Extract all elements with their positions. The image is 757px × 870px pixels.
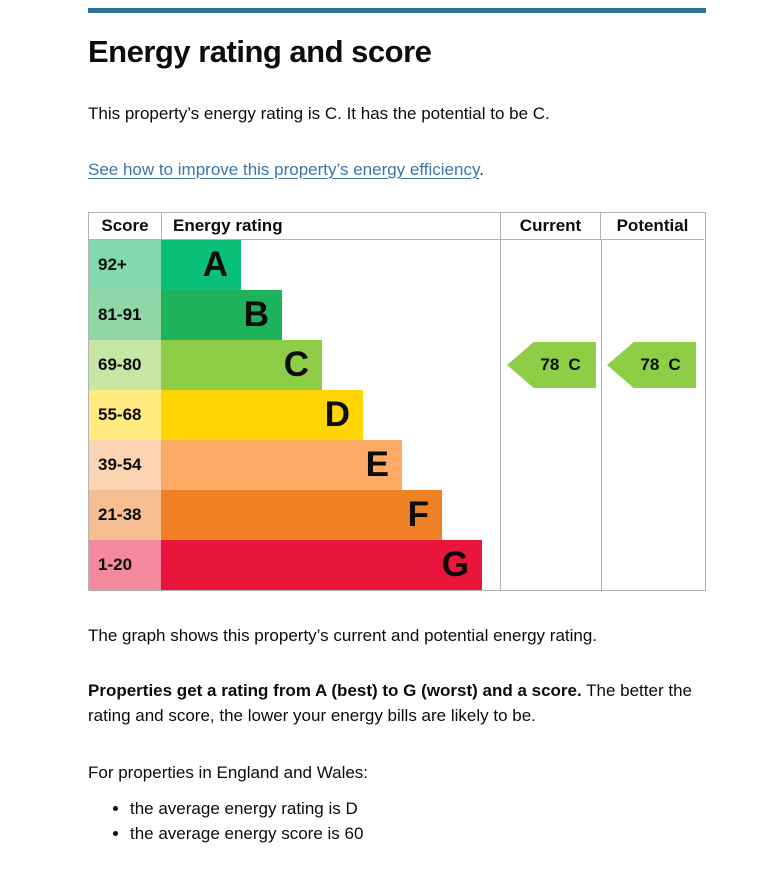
list-item-average-rating: the average energy rating is D [130, 796, 706, 821]
improve-link-line: See how to improve this property’s energ… [88, 159, 706, 181]
band-bar-e: E [161, 440, 402, 490]
band-score-range: 55-68 [89, 390, 161, 440]
band-row-c: 69-80 C [89, 340, 705, 390]
band-row-b: 81-91 B [89, 290, 705, 340]
potential-column-divider [601, 240, 602, 590]
band-score-range: 81-91 [89, 290, 161, 340]
band-score-range: 21-38 [89, 490, 161, 540]
intro-text: This property’s energy rating is C. It h… [88, 104, 550, 123]
band-row-a: 92+ A [89, 240, 705, 290]
link-period: . [479, 160, 484, 179]
band-bar-b: B [161, 290, 282, 340]
header-energy-rating: Energy rating [161, 213, 500, 240]
band-score-range: 39-54 [89, 440, 161, 490]
band-row-d: 55-68 D [89, 390, 705, 440]
band-bar-g: G [161, 540, 482, 590]
band-row-g: 1-20 G [89, 540, 705, 590]
list-item-average-score: the average energy score is 60 [130, 821, 706, 846]
potential-band: C [668, 355, 681, 374]
epc-table-header: Score Energy rating Current Potential [89, 213, 705, 240]
improve-efficiency-link[interactable]: See how to improve this property’s energ… [88, 160, 480, 179]
epc-rating-table: Score Energy rating Current Potential 92… [88, 212, 706, 591]
band-bar-c: C [161, 340, 322, 390]
band-bar-a: A [161, 240, 241, 290]
explanation-bold: Properties get a rating from A (best) to… [88, 681, 582, 700]
header-potential: Potential [600, 213, 704, 240]
epc-table-body: 92+ A 81-91 B 69-80 C 55-68 D 39-54 E 21… [89, 240, 705, 590]
potential-score: 78 [640, 355, 660, 374]
region-line: For properties in England and Wales: [88, 763, 369, 782]
section-divider-rule [88, 8, 706, 13]
page-title: Energy rating and score [88, 34, 432, 69]
band-bar-f: F [161, 490, 442, 540]
band-score-range: 1-20 [89, 540, 161, 590]
graph-caption: The graph shows this property’s current … [88, 626, 598, 645]
page-container: Energy rating and score This property’s … [88, 0, 706, 846]
band-bar-d: D [161, 390, 363, 440]
rating-explanation: Properties get a rating from A (best) to… [88, 678, 706, 728]
current-score: 78 [540, 355, 560, 374]
current-column-divider [500, 240, 501, 590]
band-row-e: 39-54 E [89, 440, 705, 490]
band-score-range: 69-80 [89, 340, 161, 390]
header-score: Score [89, 213, 161, 240]
band-score-range: 92+ [89, 240, 161, 290]
explanation-rest: The better the rating and score, the low… [88, 681, 692, 725]
band-row-f: 21-38 F [89, 490, 705, 540]
averages-list: the average energy rating is D the avera… [88, 796, 706, 846]
current-band: C [568, 355, 581, 374]
header-current: Current [500, 213, 600, 240]
